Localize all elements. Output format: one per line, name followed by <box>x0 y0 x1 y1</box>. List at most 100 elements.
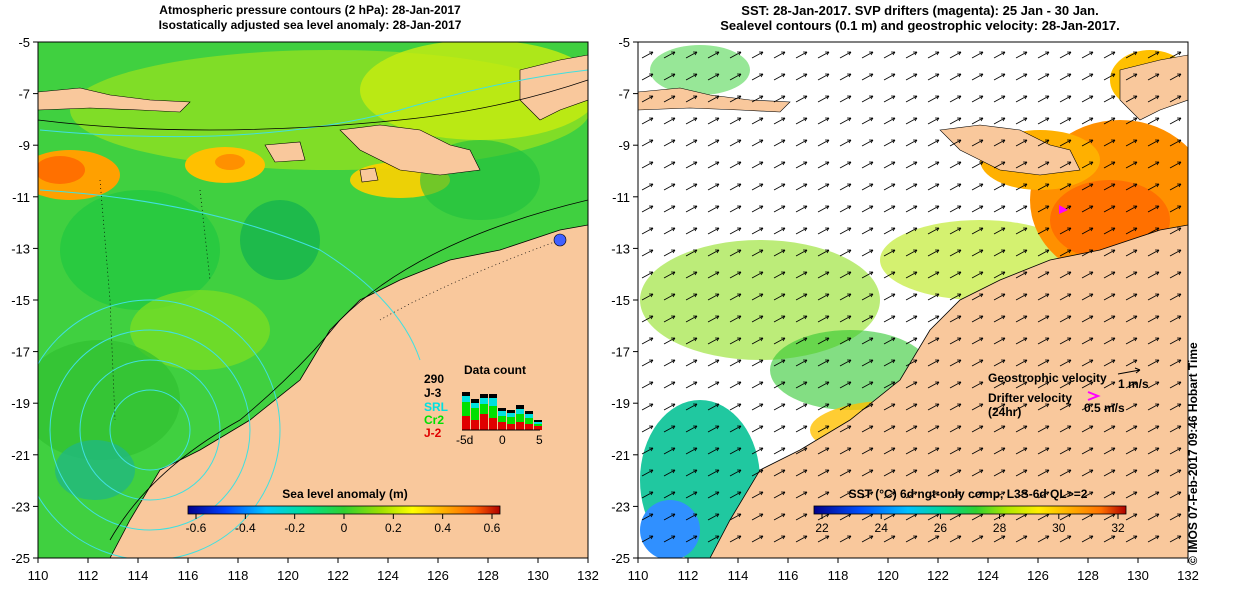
data-count-title: Data count <box>464 363 526 377</box>
colorbar-tick-label: 0.2 <box>385 521 402 535</box>
x-tick-label: 114 <box>128 568 149 583</box>
y-tick-label: -9 <box>18 138 30 153</box>
data-count-bar-segment <box>516 414 524 422</box>
drifter-velocity-sublabel: (24hr) <box>988 405 1021 419</box>
x-tick-label: 120 <box>877 568 899 583</box>
land-island-ne <box>519 54 588 121</box>
y-tick-label: -19 <box>611 396 630 411</box>
x-tick-label: 110 <box>28 568 49 583</box>
x-tick-label: 132 <box>577 568 599 583</box>
x-tick-label: 110 <box>628 568 649 583</box>
mission-j3-label: J-3 <box>424 386 442 400</box>
data-count-bar-segment <box>480 404 488 414</box>
left-map <box>38 42 588 558</box>
sst-colorbar-title: SST (°C) 6d ngt-only comp, L3S-6d QL>=2 <box>849 487 1088 501</box>
y-tick-label: -7 <box>618 87 630 102</box>
drifter-velocity-label: Drifter velocity <box>988 391 1072 405</box>
right-panel-title: SST: 28-Jan-2017. SVP drifters (magenta)… <box>610 3 1230 33</box>
data-count-bars <box>462 392 542 430</box>
x-tick-label: 126 <box>427 568 449 583</box>
colorbar-tick-label: 0 <box>341 521 348 535</box>
y-tick-label: -15 <box>611 293 630 308</box>
x-tick-label: 122 <box>327 568 349 583</box>
y-tick-label: -9 <box>618 138 630 153</box>
data-count-bar-segment <box>525 411 533 414</box>
data-count-bar-segment <box>516 409 524 414</box>
data-count-bar-segment <box>480 414 488 430</box>
x-tick-label: 124 <box>977 568 999 583</box>
y-tick-label: -17 <box>611 345 630 360</box>
sla-colorbar-gradient <box>187 505 501 515</box>
data-count-bar-segment <box>507 410 515 413</box>
data-count-bar-segment <box>471 408 479 420</box>
data-count-bar-segment <box>534 420 542 422</box>
data-count-bar-segment <box>489 418 497 430</box>
x-tick-label: 118 <box>228 568 249 583</box>
colorbar-tick-label: -0.2 <box>284 521 305 535</box>
sla-colorbar: Sea level anomaly (m) -0.6 -0.4 -0.2 0 0.2 0.… <box>186 487 501 535</box>
data-count-bar-segment <box>480 394 488 398</box>
data-count-bar-segment <box>471 403 479 408</box>
data-count-bar-segment <box>534 426 542 430</box>
drifter-scale-value: 0.5 m/s <box>1084 401 1125 415</box>
data-count-bar-segment <box>525 414 533 418</box>
data-count-bar-segment <box>462 396 470 402</box>
data-count-tick-left: -5d <box>456 433 473 447</box>
colorbar-tick-label: 0.4 <box>434 521 451 535</box>
right-title-line1: SST: 28-Jan-2017. SVP drifters (magenta)… <box>741 3 1099 18</box>
data-count-bar-segment <box>471 420 479 430</box>
colorbar-tick-label: 0.6 <box>484 521 501 535</box>
sla-zero-contours <box>99 179 561 421</box>
y-tick-label: -17 <box>11 345 30 360</box>
x-tick-label: 128 <box>1077 568 1099 583</box>
x-tick-label: 112 <box>678 568 699 583</box>
x-tick-label: 128 <box>477 568 499 583</box>
data-count-total: 290 <box>424 372 444 386</box>
data-count-bar-segment <box>525 424 533 430</box>
mission-srl-label: SRL <box>424 400 448 414</box>
y-tick-label: -13 <box>11 241 30 256</box>
x-tick-label: 124 <box>377 568 399 583</box>
data-count-bar-segment <box>498 422 506 430</box>
y-tick-label: -11 <box>12 190 30 205</box>
data-count-bar-segment <box>498 416 506 422</box>
geostrophic-scale-arrow <box>1117 367 1141 375</box>
land-java <box>38 87 191 113</box>
x-tick-label: 130 <box>1127 568 1149 583</box>
geostrophic-velocity-arrows <box>638 42 1188 558</box>
y-tick-label: -25 <box>611 551 630 566</box>
sst-colorbar-gradient <box>813 505 1127 515</box>
sst-colorbar: SST (°C) 6d ngt-only comp, L3S-6d QL>=2 … <box>813 487 1127 535</box>
y-tick-label: -19 <box>11 396 30 411</box>
data-count-bar-segment <box>498 411 506 416</box>
colorbar-tick-label: 28 <box>993 521 1007 535</box>
y-tick-label: -13 <box>611 241 630 256</box>
geostrophic-velocity-label: Geostrophic velocity <box>988 371 1107 385</box>
x-tick-label: 132 <box>1177 568 1199 583</box>
colorbar-tick-label: 32 <box>1111 521 1125 535</box>
x-tick-label: 122 <box>927 568 949 583</box>
y-tick-label: -21 <box>611 448 630 463</box>
land-timor <box>339 124 481 176</box>
data-count-bar-segment <box>462 402 470 416</box>
bathymetry-lines <box>38 79 588 541</box>
data-count-bar-segment <box>534 424 542 426</box>
left-title-line1: Atmospheric pressure contours (2 hPa): 2… <box>159 3 461 17</box>
data-count-inset: Data count 290 J-3 SRL Cr2 J-2 -5d 0 5 <box>424 363 543 447</box>
y-tick-label: -25 <box>11 551 30 566</box>
data-count-bar-segment <box>462 416 470 430</box>
data-count-bar-segment <box>525 418 533 424</box>
x-tick-label: 116 <box>178 568 199 583</box>
sla-colorbar-title: Sea level anomaly (m) <box>282 487 407 501</box>
colorbar-tick-label: 26 <box>934 521 948 535</box>
x-tick-label: 112 <box>78 568 99 583</box>
data-count-bar-segment <box>489 406 497 418</box>
y-tick-label: -23 <box>11 499 30 514</box>
data-count-bar-segment <box>507 417 515 424</box>
x-tick-label: 126 <box>1027 568 1049 583</box>
data-count-bar-segment <box>489 394 497 398</box>
left-panel-title: Atmospheric pressure contours (2 hPa): 2… <box>60 3 560 33</box>
colorbar-tick-label: 30 <box>1052 521 1066 535</box>
y-tick-label: -21 <box>11 448 30 463</box>
